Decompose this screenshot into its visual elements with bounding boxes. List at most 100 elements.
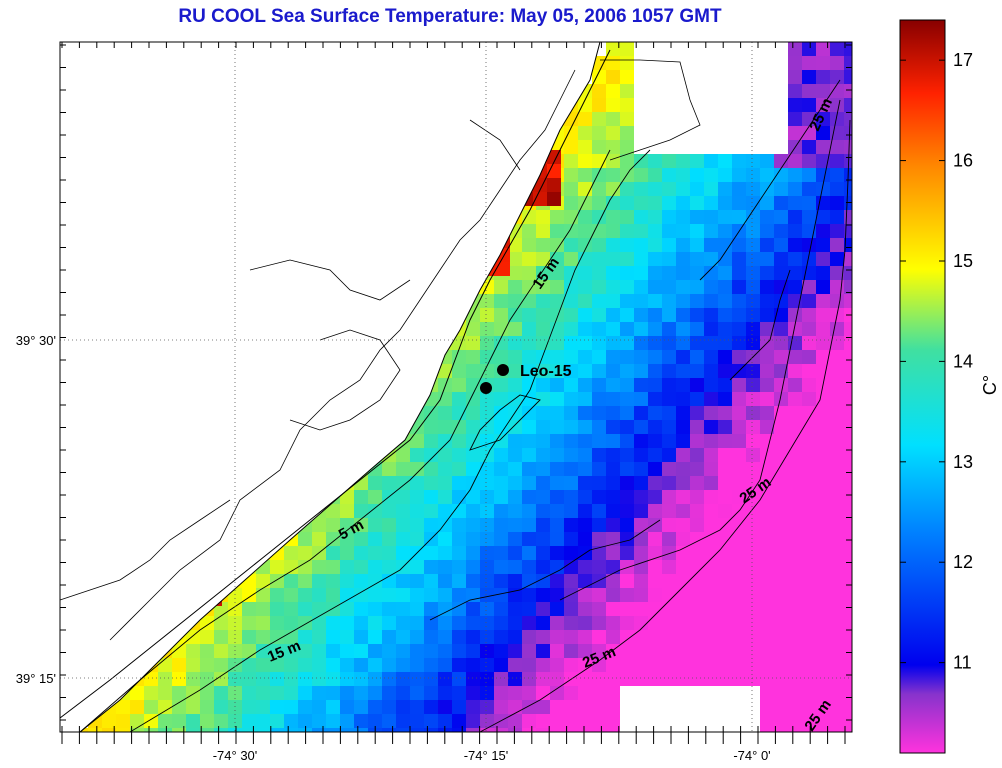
sst-pixel (508, 448, 522, 462)
sst-pixel (830, 252, 844, 266)
sst-pixel (704, 154, 718, 168)
sst-pixel (718, 364, 732, 378)
sst-pixel (550, 420, 564, 434)
sst-pixel (802, 98, 816, 112)
sst-pixel (802, 616, 816, 630)
sst-pixel (606, 462, 620, 476)
sst-pixel (774, 574, 788, 588)
sst-pixel (732, 168, 746, 182)
sst-pixel (830, 560, 844, 574)
sst-pixel (606, 168, 620, 182)
sst-pixel (424, 420, 438, 434)
sst-pixel (802, 560, 816, 574)
sst-pixel (340, 658, 354, 672)
sst-pixel (662, 476, 676, 490)
sst-pixel (256, 644, 270, 658)
sst-pixel (676, 476, 690, 490)
sst-pixel (816, 70, 830, 84)
sst-pixel (340, 630, 354, 644)
sst-pixel (578, 672, 592, 686)
sst-pixel (200, 644, 214, 658)
sst-pixel (410, 602, 424, 616)
sst-pixel (396, 588, 410, 602)
sst-pixel (592, 616, 606, 630)
sst-pixel (466, 406, 480, 420)
sst-pixel (508, 490, 522, 504)
sst-pixel (480, 616, 494, 630)
sst-pixel (424, 504, 438, 518)
sst-pixel (354, 532, 368, 546)
sst-pixel (788, 336, 802, 350)
sst-pixel (648, 182, 662, 196)
sst-pixel (634, 168, 648, 182)
sst-pixel (578, 322, 592, 336)
sst-pixel (522, 672, 536, 686)
sst-pixel (312, 560, 326, 574)
sst-pixel (690, 504, 704, 518)
sst-pixel (648, 350, 662, 364)
sst-pixel (676, 616, 690, 630)
sst-pixel (410, 686, 424, 700)
sst-pixel (564, 518, 578, 532)
sst-pixel (466, 350, 480, 364)
sst-pixel (550, 294, 564, 308)
sst-pixel (592, 434, 606, 448)
sst-pixel (410, 672, 424, 686)
sst-pixel (494, 476, 508, 490)
sst-pixel (746, 336, 760, 350)
sst-pixel (340, 504, 354, 518)
sst-pixel (522, 504, 536, 518)
sst-pixel (368, 588, 382, 602)
sst-pixel (564, 434, 578, 448)
sst-pixel (830, 700, 844, 714)
sst-pixel (648, 462, 662, 476)
sst-pixel (718, 532, 732, 546)
sst-pixel (662, 462, 676, 476)
sst-pixel (774, 196, 788, 210)
sst-pixel (382, 714, 396, 728)
sst-pixel (298, 532, 312, 546)
sst-pixel (578, 490, 592, 504)
sst-pixel (536, 504, 550, 518)
sst-pixel (690, 560, 704, 574)
sst-pixel (354, 560, 368, 574)
sst-pixel (494, 294, 508, 308)
sst-pixel (410, 714, 424, 728)
sst-pixel (452, 630, 466, 644)
sst-pixel (578, 280, 592, 294)
sst-pixel (592, 196, 606, 210)
sst-pixel (592, 280, 606, 294)
sst-pixel (480, 630, 494, 644)
sst-pixel (648, 154, 662, 168)
sst-pixel (732, 154, 746, 168)
sst-pixel (690, 350, 704, 364)
sst-pixel (844, 294, 852, 308)
sst-pixel (802, 322, 816, 336)
sst-pixel (494, 574, 508, 588)
sst-pixel (648, 602, 662, 616)
sst-pixel (620, 602, 634, 616)
sst-pixel (690, 476, 704, 490)
sst-pixel (802, 210, 816, 224)
sst-pixel (284, 616, 298, 630)
sst-pixel (606, 532, 620, 546)
sst-pixel (522, 224, 536, 238)
sst-pixel (662, 518, 676, 532)
sst-pixel (494, 434, 508, 448)
sst-pixel (438, 588, 452, 602)
sst-pixel (830, 294, 844, 308)
sst-pixel (676, 448, 690, 462)
sst-pixel (592, 504, 606, 518)
sst-pixel (648, 434, 662, 448)
sst-pixel (620, 98, 634, 112)
sst-pixel (102, 728, 116, 732)
sst-pixel (592, 462, 606, 476)
sst-pixel (816, 448, 830, 462)
sst-pixel (732, 616, 746, 630)
sst-pixel (662, 658, 676, 672)
sst-pixel (718, 630, 732, 644)
sst-pixel (746, 644, 760, 658)
sst-pixel (578, 140, 592, 154)
x-tick-label: -74° 30' (213, 748, 258, 763)
sst-pixel (592, 420, 606, 434)
